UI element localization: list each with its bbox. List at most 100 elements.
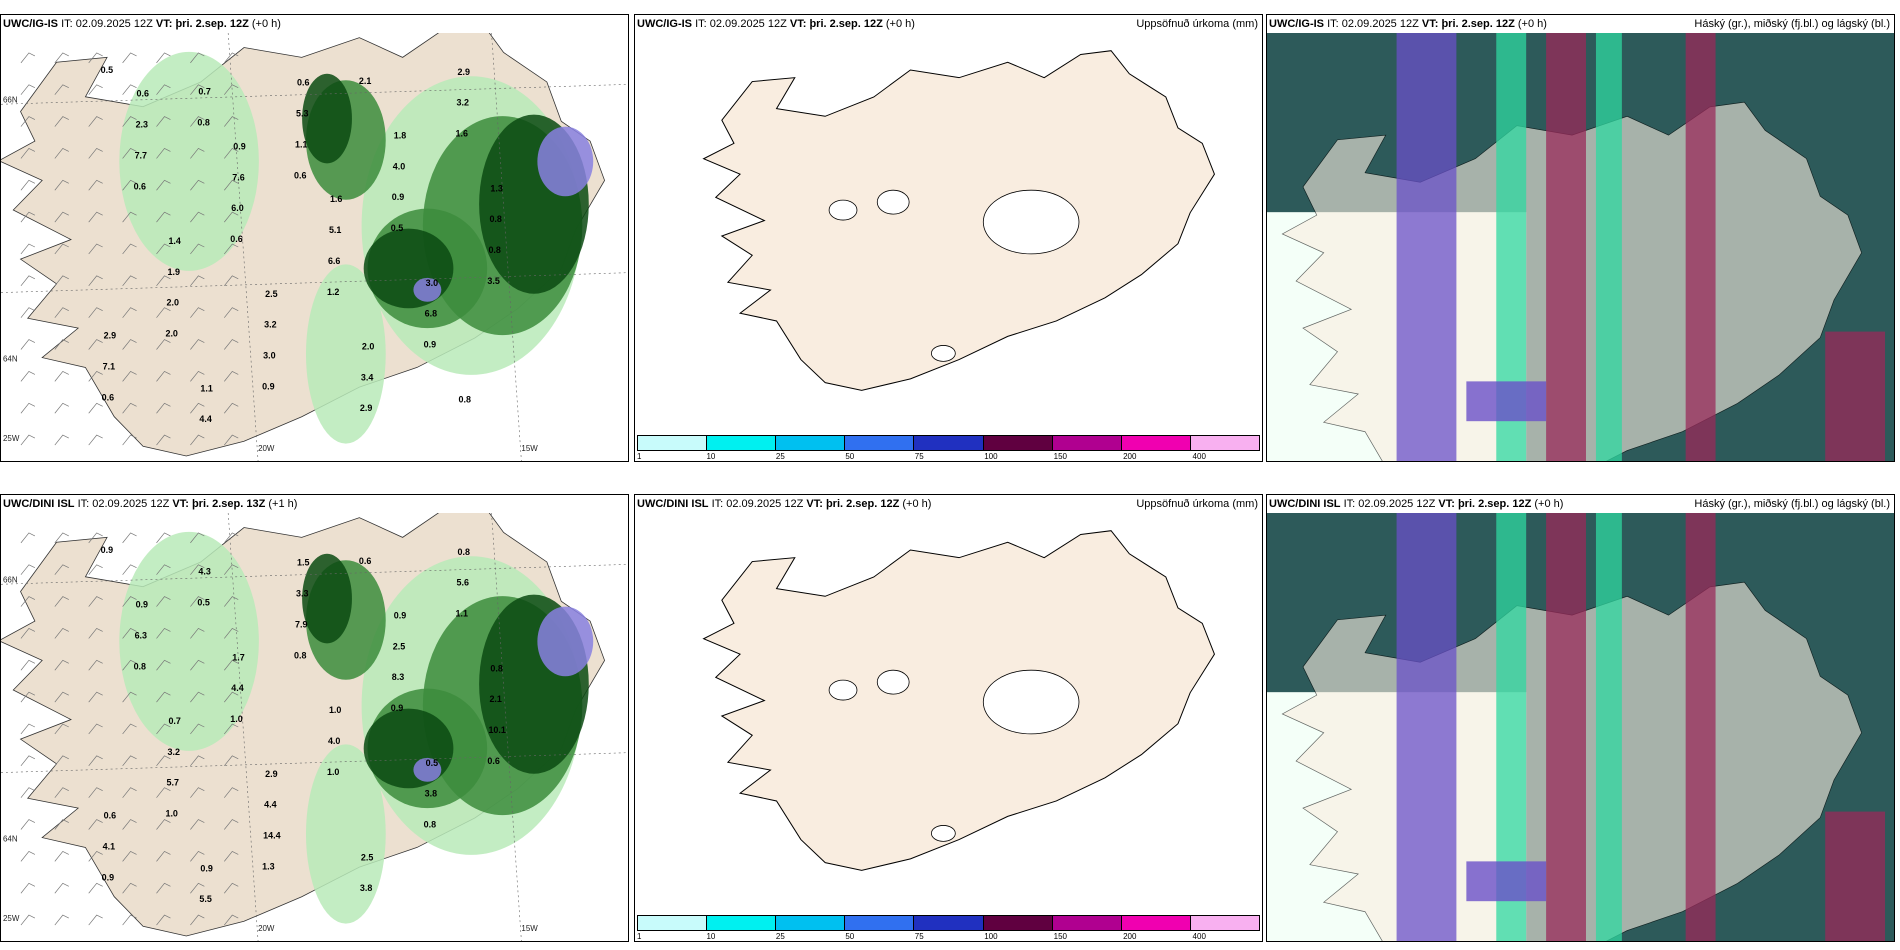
legend-swatch [983,915,1053,931]
graticule [227,513,259,941]
wind-barb [156,628,171,639]
wind-barb [20,659,36,671]
precip-value: 1.6 [456,129,468,139]
wind-barb [122,532,137,544]
cloud-band [1466,381,1547,422]
wind-barb [156,850,171,862]
wind-barb [122,148,137,159]
it-label: IT: [1327,18,1339,30]
wind-barb [224,243,239,255]
legend-tick-label: 400 [1192,932,1206,941]
wind-barb [122,882,137,894]
wind-barb [156,914,171,926]
wind-barb [54,434,69,446]
precip-value: 2.0 [166,298,178,308]
wind-barb [224,84,239,95]
graticule [227,33,259,461]
wind-barb [88,402,103,414]
wind-barb [122,84,137,95]
legend-tick-label: 100 [984,452,998,461]
wind-barb [224,882,239,894]
precip-value: 0.5 [197,598,209,608]
valid-time: þri. 2.sep. 12Z [1441,18,1515,30]
model-name: UWC/IG-IS [637,18,692,30]
legend-tick-label: 150 [1053,932,1068,941]
lat-label: 64N [3,834,18,843]
wind-barb [122,723,137,735]
legend-tick-label: 10 [706,932,716,941]
wind-barb [122,307,137,318]
precip-value: 1.6 [330,194,342,204]
lon-label: 20W [258,924,275,933]
precip-value: 0.6 [137,89,149,99]
legend-tick-label: 50 [845,452,855,461]
panel-title: Uppsöfnuð úrkoma (mm) [1136,498,1258,510]
wind-barb [190,339,205,350]
panel-header: UWC/DINI ISL IT: 02.09.2025 12Z VT: þri.… [1,495,628,513]
valid-time: þri. 2.sep. 13Z [191,498,266,510]
precip-value: 10.1 [488,725,505,735]
precip-value: 0.5 [391,223,403,233]
wind-barb [20,914,36,926]
precip-value: 5.7 [166,778,178,788]
legend-swatch [914,435,984,451]
wind-barb [224,596,239,607]
panel-title: Háský (gr.), miðský (fj.bl.) og lágský (… [1694,18,1890,30]
precip-value: 1.5 [297,558,309,568]
panel-title: Háský (gr.), miðský (fj.bl.) og lágský (… [1694,498,1890,510]
precip-value: 2.1 [489,694,501,704]
it-label: IT: [77,498,90,510]
init-time: 02.09.2025 12Z [709,18,787,30]
wind-barb [156,211,171,223]
wind-barb [20,755,36,767]
wind-barb [122,787,137,798]
legend-swatch [637,435,708,451]
precip-value: 0.9 [102,872,114,882]
wind-barb [190,52,205,64]
wind-barb [88,275,103,287]
precip-area [305,264,386,444]
wind-barb [224,755,239,767]
legend-swatch [845,915,915,931]
legend-swatch [914,915,984,931]
wind-barb [122,628,137,639]
wind-barb [20,84,36,95]
wind-barb [88,179,103,191]
wind-barb [54,339,69,350]
cloud-band [1685,513,1716,941]
vt-label: VT: [789,18,807,30]
precip-value: 1.1 [456,609,468,619]
wind-barb [122,850,137,862]
wind-barb [122,211,137,223]
precip-value: 0.5 [101,65,113,75]
precip-value: 2.9 [360,403,372,413]
legend-tick-label: 1 [637,452,642,461]
lead-time: (+0 h) [1517,18,1547,30]
panel-header: UWC/IG-IS IT: 02.09.2025 12Z VT: þri. 2.… [1,15,628,33]
wind-barb [122,659,137,671]
wind-barb [54,307,69,318]
wind-barb [190,723,205,735]
glacier-outline [876,189,910,215]
wind-barb [190,596,205,607]
wind-barb [190,532,205,544]
wind-barb [88,532,103,544]
wind-barb [54,850,69,862]
model-name: UWC/IG-IS [3,18,58,30]
precip-value: 2.5 [393,641,405,651]
precip-value: 0.6 [294,170,306,180]
precip-value: 2.9 [458,67,470,77]
precip-value: 1.7 [232,652,244,662]
precip-value: 0.6 [102,392,114,402]
glacier-outline [982,189,1080,255]
precip-value: 1.0 [329,705,341,715]
wind-barb [88,564,103,575]
glacier-outline [982,669,1080,735]
legend-tick-label: 150 [1053,452,1068,461]
wind-barb [88,211,103,223]
lead-time: (+0 h) [902,498,932,510]
wind-barb [224,339,239,350]
precip-value: 0.9 [136,600,148,610]
precip-value: 3.0 [263,350,275,360]
it-label: IT: [1343,498,1356,510]
